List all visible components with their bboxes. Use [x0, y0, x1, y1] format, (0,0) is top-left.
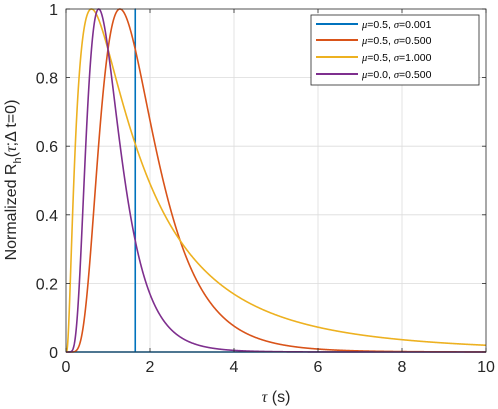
legend-label-3-sigma-value: =1.000 — [399, 52, 432, 64]
y-axis-label-sep: ; — [3, 142, 20, 146]
series-line-3 — [65, 8, 487, 353]
y-tick-label: 0.2 — [36, 276, 58, 293]
y-axis-label-sub: h — [12, 157, 24, 163]
legend-label-2-mu: μ — [361, 36, 367, 47]
legend-label-2-mu-value: =0.5, — [367, 35, 394, 47]
legend-label-4-mu: μ — [361, 70, 367, 81]
legend-label-4: μ=0.0, σ=0.500 — [361, 69, 432, 81]
x-tick-label: 0 — [62, 359, 71, 376]
legend: μ=0.5, σ=0.001 μ=0.5, σ=0.500 μ=0.5, σ=1… — [310, 14, 480, 86]
y-tick-label: 0.4 — [36, 208, 58, 225]
y-axis-label-tau: τ — [3, 145, 20, 152]
legend-label-1: μ=0.5, σ=0.001 — [361, 19, 432, 31]
legend-label-4-sigma: σ — [394, 70, 400, 81]
legend-label-3-mu: μ — [361, 53, 367, 64]
legend-label-3-mu-value: =0.5, — [367, 52, 394, 64]
y-axis-label-delta: Δ — [3, 131, 20, 142]
y-tick-label: 0.8 — [36, 71, 58, 88]
y-axis-label-main: Normalized R — [3, 164, 20, 261]
legend-label-2: μ=0.5, σ=0.500 — [361, 35, 432, 47]
legend-label-2-sigma: σ — [394, 36, 400, 47]
x-tick-label: 6 — [314, 359, 323, 376]
x-axis-label-symbol: τ — [262, 389, 269, 406]
legend-entry-3: μ=0.5, σ=1.000 — [316, 52, 432, 64]
y-tick-label: 0.6 — [36, 139, 58, 156]
legend-label-4-mu-value: =0.0, — [367, 69, 394, 81]
legend-label-4-sigma-value: =0.500 — [399, 69, 432, 81]
plot-frame — [65, 8, 487, 353]
legend-entry-4: μ=0.0, σ=0.500 — [316, 69, 432, 81]
legend-label-3: μ=0.5, σ=1.000 — [361, 52, 432, 64]
y-axis-label-open: ( — [3, 151, 20, 157]
x-tick-label: 2 — [146, 359, 155, 376]
x-axis-label-unit: (s) — [267, 389, 290, 406]
x-tick-label: 8 — [398, 359, 407, 376]
legend-label-3-sigma: σ — [394, 53, 400, 64]
x-tick-label: 10 — [477, 359, 495, 376]
y-axis-label: Normalized Rh(τ;Δ t=0) — [3, 100, 24, 261]
legend-entry-2: μ=0.5, σ=0.500 — [316, 35, 432, 47]
legend-label-1-mu: μ — [361, 20, 367, 31]
y-tick-label: 0 — [49, 345, 58, 362]
legend-label-1-sigma-value: =0.001 — [399, 19, 432, 31]
legend-label-1-sigma: σ — [394, 20, 400, 31]
legend-label-1-mu-value: =0.5, — [367, 19, 394, 31]
y-axis-label-rest: t=0) — [3, 100, 20, 132]
legend-label-2-sigma-value: =0.500 — [399, 35, 432, 47]
x-axis-label: τ (s) — [262, 389, 291, 406]
legend-entry-1: μ=0.5, σ=0.001 — [316, 19, 432, 31]
y-tick-label: 1 — [49, 2, 58, 19]
ticks: 0 2 4 6 8 10 0 0.2 0.4 0.6 0.8 1 — [36, 2, 495, 376]
x-tick-label: 4 — [230, 359, 239, 376]
